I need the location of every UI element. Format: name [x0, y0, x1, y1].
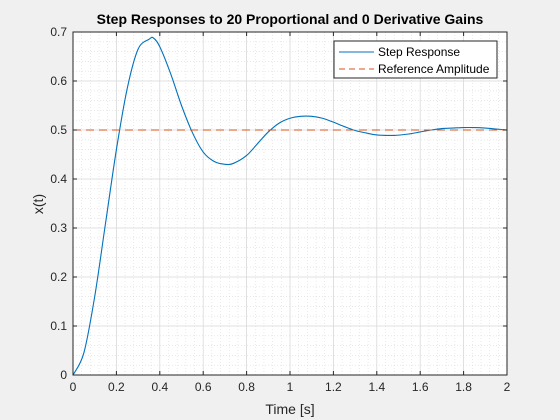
- x-axis-label: Time [s]: [265, 401, 314, 417]
- y-tick-label: 0.2: [50, 270, 67, 284]
- x-tick-label: 1.4: [368, 380, 385, 394]
- legend-label-reference-amplitude: Reference Amplitude: [378, 62, 490, 76]
- x-tick-label: 0.4: [151, 380, 168, 394]
- x-tick-label: 1.8: [455, 380, 472, 394]
- y-tick-labels: 0 0.1 0.2 0.3 0.4 0.5 0.6 0.7: [50, 25, 67, 382]
- y-tick-label: 0.7: [50, 25, 67, 39]
- x-tick-label: 1: [287, 380, 294, 394]
- x-tick-labels: 0 0.2 0.4 0.6 0.8 1 1.2 1.4 1.6 1.8 2: [70, 380, 511, 394]
- y-tick-label: 0: [60, 368, 67, 382]
- x-tick-label: 0.2: [108, 380, 125, 394]
- legend-label-step-response: Step Response: [378, 45, 460, 59]
- series-line-step-response: [72, 36, 508, 376]
- x-tick-label: 2: [504, 380, 511, 394]
- axis-ticks: [72, 31, 508, 376]
- y-tick-label: 0.4: [50, 172, 67, 186]
- y-tick-label: 0.5: [50, 123, 67, 137]
- y-tick-label: 0.1: [50, 319, 67, 333]
- legend-box: [333, 40, 498, 79]
- chart-title: Step Responses to 20 Proportional and 0 …: [97, 11, 484, 27]
- x-tick-label: 1.2: [325, 380, 342, 394]
- x-tick-label: 0.8: [238, 380, 255, 394]
- series-layer: [72, 36, 508, 376]
- x-tick-label: 0.6: [195, 380, 212, 394]
- x-tick-label: 1.6: [412, 380, 429, 394]
- y-tick-label: 0.6: [50, 74, 67, 88]
- y-axis-label: x(t): [30, 194, 46, 214]
- major-grid: [73, 32, 507, 375]
- x-tick-label: 0: [70, 380, 77, 394]
- legend: Step Response Reference Amplitude: [333, 40, 498, 79]
- y-tick-label: 0.3: [50, 221, 67, 235]
